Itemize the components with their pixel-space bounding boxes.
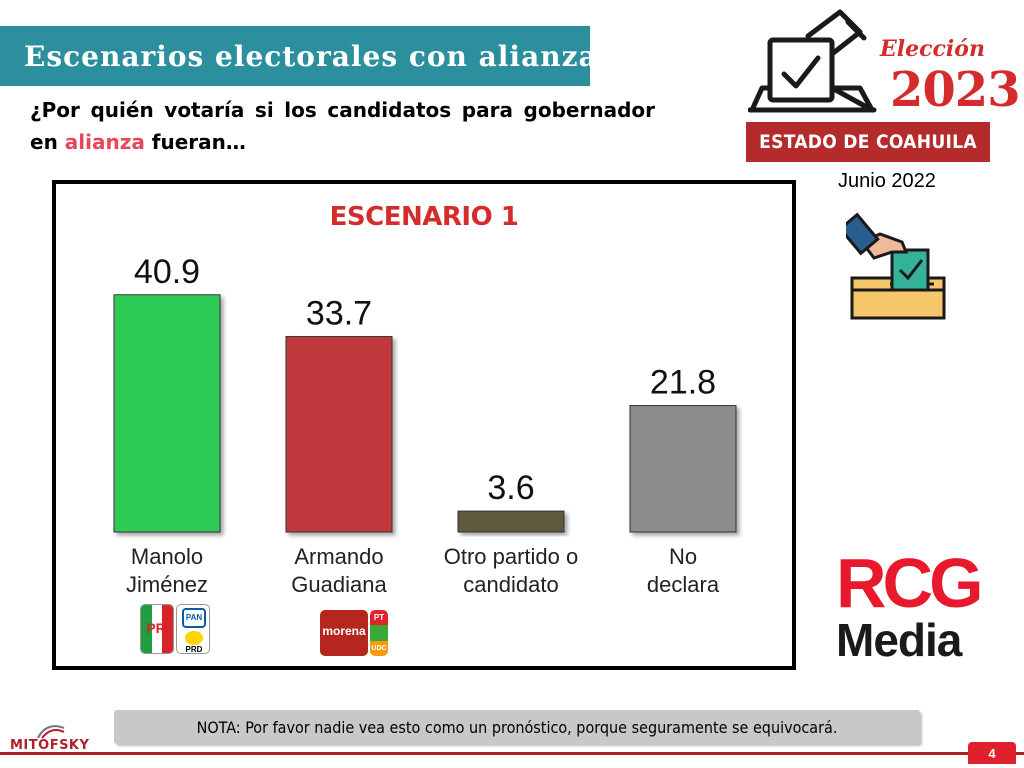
page-title: Escenarios electorales con alianzas — [24, 39, 615, 73]
disclaimer-note: NOTA: Por favor nadie vea esto como un p… — [114, 710, 920, 744]
media-text: Media — [836, 614, 962, 666]
category-label-4-2: declara — [647, 572, 720, 597]
election-logo: Elección 2023 ESTADO DE COAHUILA — [740, 6, 1021, 166]
footer-line — [0, 752, 1024, 755]
category-label-4-1: No — [669, 544, 697, 569]
election-year: 2023 — [890, 62, 1021, 118]
value-label-2: 33.7 — [306, 295, 372, 333]
category-label-2-1: Armando — [294, 544, 383, 569]
party-logos-candidate-2: morena PT UDC — [320, 610, 388, 656]
title-banner: Escenarios electorales con alianzas — [0, 26, 613, 86]
category-label-1-2: Jiménez — [126, 572, 208, 597]
value-label-4: 21.8 — [650, 364, 716, 402]
question-text-2: fueran… — [144, 130, 246, 154]
pan-prd-logo: PAN PRD — [176, 604, 210, 654]
bar-chart: 40.9 Manolo Jiménez 33.7 Armando Guadiana 3.6 O… — [113, 253, 737, 597]
bar-4 — [629, 405, 737, 533]
pt-verde-udc-logo: PT UDC — [370, 610, 388, 656]
category-label-3-1: Otro partido o — [444, 544, 579, 569]
page-number: 4 — [968, 742, 1016, 764]
rcg-media-logo: RCG Media — [836, 544, 1006, 666]
chart-frame: ESCENARIO 1 40.9 Manolo Jiménez 33.7 Armando… — [52, 180, 796, 670]
survey-question: ¿Por quién votaría si los candidatos par… — [30, 94, 655, 158]
survey-date: Junio 2022 — [838, 170, 936, 192]
rcg-text: RCG — [836, 544, 984, 622]
chart-title: ESCENARIO 1 — [329, 202, 519, 232]
bar-1 — [113, 294, 221, 533]
hand-voting-icon — [846, 212, 946, 320]
party-logos-candidate-1: PRI PAN PRD — [140, 604, 210, 654]
question-text-1: ¿Por quién votaría si los candidatos par… — [30, 98, 655, 154]
category-label-2-2: Guadiana — [291, 572, 387, 597]
state-label: ESTADO DE COAHUILA — [746, 122, 990, 162]
mitofsky-logo: MITOFSKY — [10, 722, 90, 762]
morena-logo: morena — [320, 610, 368, 656]
mitofsky-mark-icon — [37, 725, 65, 739]
value-label-3: 3.6 — [487, 469, 534, 507]
mitofsky-text: MITOFSKY — [10, 738, 90, 753]
bar-2 — [285, 336, 393, 533]
category-label-3-2: candidato — [463, 572, 558, 597]
value-label-1: 40.9 — [134, 253, 200, 291]
bar-3 — [457, 510, 565, 533]
question-highlight: alianza — [64, 130, 145, 154]
pri-logo: PRI — [140, 604, 174, 654]
ballot-box-icon — [748, 9, 877, 113]
election-word: Elección — [880, 36, 985, 62]
category-label-1-1: Manolo — [131, 544, 203, 569]
